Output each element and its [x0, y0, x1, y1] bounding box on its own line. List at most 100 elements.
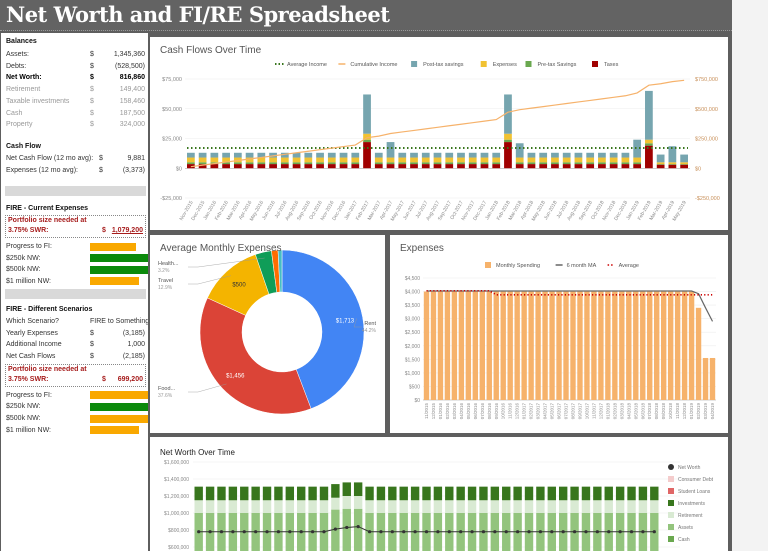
- progress-bar: [90, 391, 148, 400]
- bar-monthly-spending: [500, 291, 506, 400]
- bar-pre-tax-savings: [421, 162, 430, 165]
- bar-taxes: [421, 164, 430, 169]
- bar-post-tax-savings: [504, 94, 512, 134]
- bar-taxes: [327, 164, 336, 169]
- bar-post-tax-savings: [280, 152, 289, 158]
- x-tick-label: 12/2016: [515, 403, 520, 420]
- bar-investments: [615, 486, 625, 501]
- bar-investments: [297, 486, 306, 501]
- bar-post-tax-savings: [468, 152, 477, 158]
- scenario-row[interactable]: Net Cash Flows $ (2,185): [6, 351, 145, 362]
- bar-expenses: [327, 157, 336, 163]
- bar-post-tax-savings: [187, 152, 195, 158]
- bar-pre-tax-savings: [609, 162, 618, 165]
- average-monthly-expenses-chart[interactable]: Average Monthly Expenses $1,713 Rent 44.2%…: [150, 235, 385, 433]
- x-tick-label: 05/2017: [550, 403, 555, 420]
- net-worth-point: [345, 525, 349, 530]
- progress-row: Progress to FI:: [6, 390, 148, 401]
- y2-tick-label: -$250,000: [695, 196, 720, 202]
- bar-taxes: [633, 164, 642, 169]
- balance-row[interactable]: Debts: $ (528,500): [6, 61, 145, 72]
- bar-post-tax-savings: [210, 152, 219, 158]
- bar-expenses: [339, 157, 348, 163]
- portfolio-size-needed[interactable]: Portfolio size needed at 3.75% SWR: $699,2…: [5, 363, 146, 387]
- bar-post-tax-savings: [269, 152, 277, 158]
- bar-monthly-spending: [667, 291, 674, 400]
- row-value: 158,460: [119, 97, 145, 105]
- chart-title: Expenses: [400, 243, 444, 254]
- bar-retirement: [502, 500, 511, 513]
- cash-flows-chart[interactable]: Cash Flows Over Time -$25,000 -$250,000 $0…: [150, 37, 728, 230]
- balance-row[interactable]: Net Worth: $816,860: [6, 72, 145, 83]
- bar-investments: [513, 486, 522, 501]
- bar-retirement: [570, 500, 579, 513]
- cash-flow-row[interactable]: Expenses (12 mo avg): $ (3,373): [6, 165, 145, 176]
- bar-monthly-spending: [647, 291, 653, 400]
- bar-pre-tax-savings: [222, 162, 230, 165]
- currency-symbol: $: [90, 341, 94, 349]
- progress-label: $250k NW:: [6, 403, 41, 411]
- progress-label: $1 million NW:: [6, 426, 51, 434]
- balance-row[interactable]: Taxable investments $158,460: [6, 96, 145, 107]
- bar-taxes: [586, 164, 595, 169]
- row-label: Net Worth:: [6, 74, 42, 82]
- bar-post-tax-savings: [410, 152, 418, 158]
- row-label: Yearly Expenses: [6, 329, 58, 337]
- row-label: Which Scenario?: [6, 318, 59, 325]
- scenario-selector[interactable]: Which Scenario? FIRE to Something: [6, 316, 148, 327]
- y2-tick-label: $250,000: [695, 137, 718, 143]
- net-worth-point: [607, 530, 611, 534]
- balance-row[interactable]: Cash $187,500: [6, 108, 145, 119]
- bar-taxes: [668, 164, 677, 169]
- progress-row: $250k NW:: [6, 401, 148, 412]
- bar-post-tax-savings: [222, 152, 230, 158]
- net-worth-point: [219, 530, 224, 534]
- bar-retirement: [479, 500, 488, 513]
- legend-label: Taxes: [604, 62, 619, 68]
- x-tick-label: 09/2017: [577, 403, 582, 420]
- bar-post-tax-savings: [633, 139, 642, 158]
- bar-retirement: [365, 500, 374, 513]
- balance-row[interactable]: Retirement $149,400: [6, 84, 145, 95]
- x-tick-label: 08/2018: [654, 403, 659, 420]
- y-tick-label: $1,500: [405, 357, 421, 363]
- legend-marker: [411, 61, 418, 67]
- net-worth-point: [254, 530, 258, 534]
- scenario-row[interactable]: Yearly Expenses $ (3,185): [6, 328, 145, 339]
- scenario-dropdown[interactable]: FIRE to Something: [90, 318, 148, 325]
- balance-row[interactable]: Property $324,000: [6, 119, 145, 130]
- balance-row[interactable]: Assets: $1,345,360: [6, 49, 145, 60]
- y-tick-label: $2,500: [405, 330, 421, 336]
- bar-retirement: [285, 500, 295, 513]
- slice-name: Rent: [364, 321, 376, 327]
- net-worth-chart[interactable]: Net Worth Over Time $600,000 $800,000 $1,0…: [150, 437, 728, 551]
- bar-post-tax-savings: [527, 152, 536, 158]
- bar-taxes: [609, 164, 618, 169]
- bar-expenses: [421, 157, 430, 163]
- bar-pre-tax-savings: [598, 162, 606, 165]
- bar-pre-tax-savings: [269, 162, 277, 165]
- bar-pre-tax-savings: [327, 162, 336, 165]
- legend-label: Cash: [678, 537, 690, 543]
- x-tick-label: 11/2018: [675, 403, 680, 419]
- bar-pre-tax-savings: [245, 162, 254, 165]
- net-worth-point: [197, 530, 201, 534]
- bar-expenses: [257, 157, 266, 163]
- bar-investments: [217, 486, 226, 501]
- currency-symbol: $: [90, 74, 94, 82]
- x-tick-label: 10/2016: [501, 403, 506, 420]
- progress-label: $1 million NW:: [6, 277, 51, 285]
- scenario-row[interactable]: Additional Income $1,000: [6, 339, 145, 350]
- cash-flow-row[interactable]: Net Cash Flow (12 mo avg): $9,881: [6, 153, 145, 164]
- bar-investments: [467, 486, 477, 501]
- bar-pre-tax-savings: [680, 164, 688, 165]
- x-tick-label: 04/2017: [543, 403, 548, 420]
- expenses-chart[interactable]: Expenses $0 $500 $1,000 $1,500 $2,000 $2,500 $…: [390, 235, 728, 433]
- bar-expenses: [210, 157, 219, 163]
- bar-assets: [353, 508, 363, 551]
- portfolio-size-needed[interactable]: Portfolio size needed at 3.75% SWR: $1,079…: [5, 215, 146, 238]
- row-value: (3,373): [122, 166, 145, 174]
- section-divider: [5, 289, 146, 299]
- bar-taxes: [386, 164, 395, 169]
- bar-retirement: [524, 500, 534, 513]
